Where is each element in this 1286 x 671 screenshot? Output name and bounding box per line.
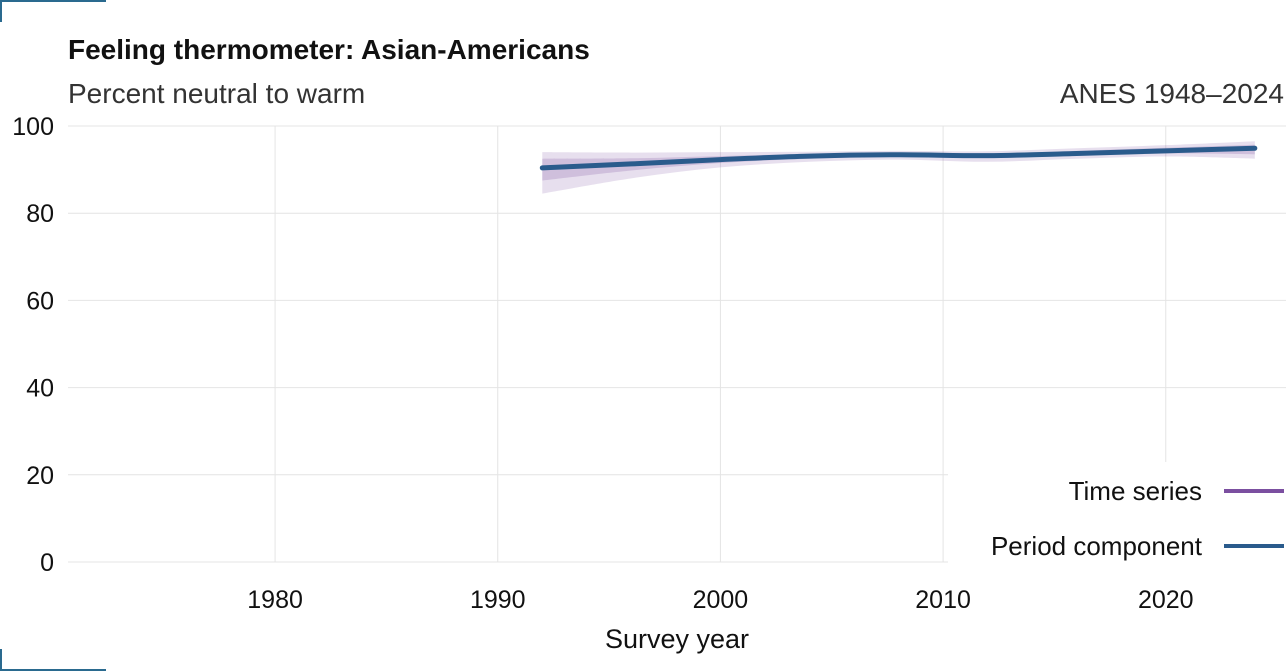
legend-label: Time series bbox=[1069, 476, 1202, 506]
x-tick-label: 1990 bbox=[470, 586, 526, 614]
corner-bracket-top bbox=[0, 0, 106, 22]
x-tick-label: 1980 bbox=[247, 586, 303, 614]
y-tick-label: 0 bbox=[40, 549, 54, 577]
y-axis-ticks: 0 20 40 60 80 100 bbox=[12, 113, 54, 577]
corner-bracket-bottom bbox=[0, 649, 106, 671]
x-axis-ticks: 1980 1990 2000 2010 2020 bbox=[247, 586, 1193, 614]
legend-label: Period component bbox=[991, 531, 1203, 561]
x-tick-label: 2000 bbox=[693, 586, 749, 614]
series-line-period-component bbox=[539, 145, 1258, 171]
y-tick-label: 80 bbox=[26, 200, 54, 228]
legend: Time series Period component bbox=[991, 476, 1284, 561]
y-tick-label: 40 bbox=[26, 375, 54, 403]
chart-title: Feeling thermometer: Asian-Americans bbox=[68, 34, 590, 65]
series-lines bbox=[539, 145, 1258, 171]
y-tick-label: 60 bbox=[26, 287, 54, 315]
y-tick-label: 20 bbox=[26, 462, 54, 490]
y-tick-label: 100 bbox=[12, 113, 54, 141]
x-tick-label: 2010 bbox=[915, 586, 971, 614]
x-tick-label: 2020 bbox=[1138, 586, 1194, 614]
x-axis-label: Survey year bbox=[605, 624, 749, 654]
grid bbox=[68, 125, 1286, 563]
chart-subtitle: Percent neutral to warm bbox=[68, 78, 366, 109]
chart-source: ANES 1948–2024 bbox=[1059, 78, 1284, 109]
